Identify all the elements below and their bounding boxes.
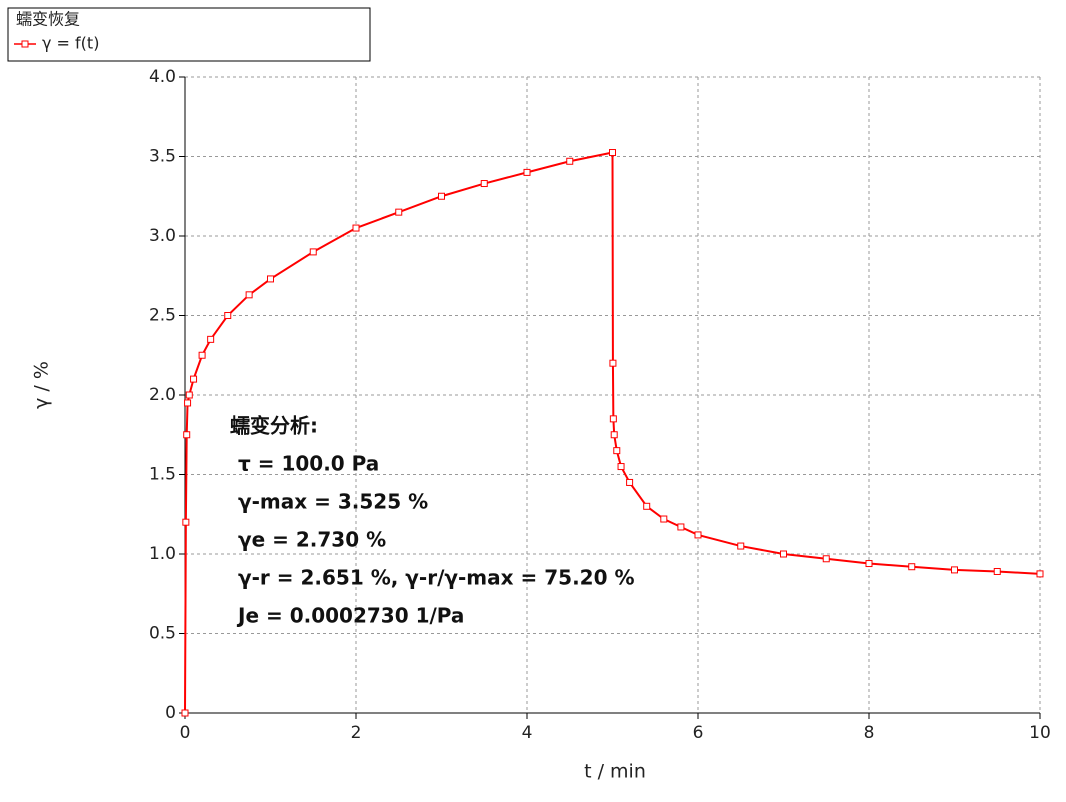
point (438, 192, 445, 200)
point (267, 275, 274, 283)
x-tick-label: 0 (180, 723, 191, 743)
point (617, 463, 625, 471)
point (207, 335, 215, 343)
y-tick-label: 1.0 (149, 544, 176, 564)
y-tick-label: 4.0 (149, 67, 176, 87)
point (566, 157, 574, 165)
point (780, 550, 787, 558)
y-tick-label: 0.5 (149, 624, 176, 644)
point (737, 542, 745, 550)
point (352, 224, 360, 232)
point (184, 399, 192, 407)
point (395, 208, 403, 216)
y-axis-label: γ / % (31, 361, 53, 409)
y-tick-label: 3.0 (149, 226, 176, 246)
point (609, 415, 617, 423)
point (865, 560, 873, 568)
y-tick-label: 0 (165, 703, 176, 723)
point (609, 149, 616, 157)
legend-marker (21, 40, 29, 48)
point (309, 248, 317, 256)
y-tick-label: 2.5 (149, 306, 176, 326)
point (185, 391, 193, 399)
point (523, 168, 531, 176)
point (480, 180, 488, 188)
y-tick-label: 1.5 (149, 465, 176, 485)
legend-box (7, 7, 371, 62)
point (908, 563, 916, 571)
legend-title: 蠕变恢复 (16, 10, 80, 29)
point (190, 375, 198, 383)
point (694, 531, 702, 539)
point (626, 478, 634, 486)
point (643, 502, 651, 510)
point (181, 709, 189, 717)
annotation: τ = 100.0 Pa (238, 452, 379, 476)
point (1036, 570, 1044, 578)
y-tick-label: 3.5 (149, 147, 176, 167)
point (660, 515, 668, 523)
point (822, 555, 830, 563)
x-tick-label: 8 (864, 723, 875, 743)
x-tick-label: 10 (1029, 723, 1051, 743)
annotation-title: 蠕变分析: (230, 414, 318, 438)
x-tick-label: 6 (693, 723, 704, 743)
y-tick-label: 2.0 (149, 385, 176, 405)
point (183, 431, 191, 439)
x-tick-label: 2 (351, 723, 362, 743)
annotation: γ-r = 2.651 %, γ-r/γ-max = 75.20 % (238, 566, 635, 590)
annotation: γe = 2.730 % (238, 528, 386, 552)
point (245, 291, 253, 299)
point (224, 312, 232, 319)
point (951, 566, 958, 574)
annotation: Je = 0.0002730 1/Pa (236, 604, 464, 628)
point (182, 518, 190, 526)
point (610, 431, 618, 439)
x-axis-label: t / min (584, 761, 646, 783)
legend-label: γ = f(t) (42, 34, 99, 53)
x-tick-label: 4 (522, 723, 533, 743)
point (677, 523, 685, 531)
point (609, 359, 617, 367)
point (993, 567, 1001, 575)
point (198, 351, 206, 359)
point (613, 447, 621, 455)
annotation: γ-max = 3.525 % (238, 490, 428, 514)
